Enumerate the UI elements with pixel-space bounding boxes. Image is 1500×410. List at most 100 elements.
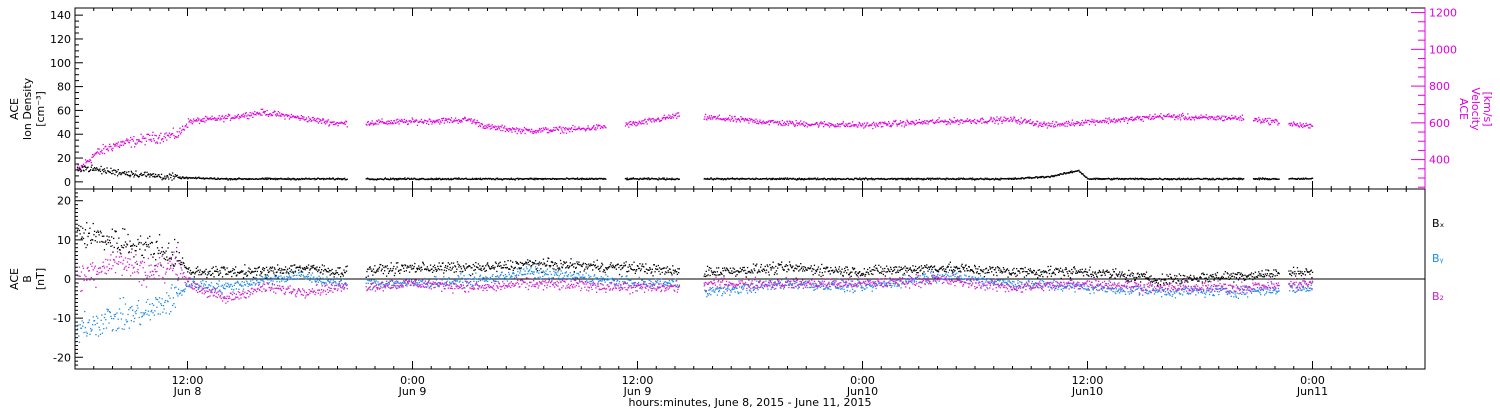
data-point-by — [1023, 283, 1026, 286]
data-point-by — [592, 284, 594, 286]
data-point-velocity — [1048, 122, 1050, 124]
data-point-velocity — [703, 118, 705, 120]
data-point-by — [302, 271, 304, 273]
data-point-velocity — [1192, 117, 1194, 119]
data-point-density — [138, 175, 140, 178]
data-point-density — [550, 178, 552, 180]
data-point-by — [370, 279, 373, 281]
data-point-density — [779, 177, 781, 179]
data-point-velocity — [1094, 124, 1096, 126]
data-point-density — [763, 178, 765, 180]
data-point-velocity — [1260, 122, 1262, 124]
data-point-by — [665, 284, 667, 286]
data-point-density — [1307, 178, 1309, 180]
data-point-by — [845, 283, 847, 285]
data-point-density — [1084, 175, 1086, 177]
data-point-density — [582, 178, 585, 180]
data-point-by — [607, 279, 610, 281]
data-point-velocity — [300, 117, 302, 120]
data-point-density — [1182, 178, 1184, 181]
data-point-density — [830, 178, 832, 180]
data-point-density — [397, 177, 400, 180]
data-point-density — [899, 177, 902, 180]
data-point-velocity — [1119, 121, 1121, 123]
data-point-density — [602, 178, 604, 180]
data-point-density — [115, 171, 117, 173]
data-point-velocity — [116, 145, 118, 147]
data-point-by — [405, 284, 407, 286]
data-point-density — [338, 178, 340, 180]
data-point-density — [234, 178, 236, 181]
data-point-velocity — [459, 119, 461, 122]
data-point-density — [487, 178, 489, 180]
data-point-by — [511, 276, 513, 278]
data-point-velocity — [744, 117, 747, 120]
data-point-by — [520, 268, 522, 270]
data-point-velocity — [638, 123, 640, 125]
data-point-by — [1004, 281, 1007, 284]
data-point-density — [1098, 177, 1100, 180]
data-point-density — [816, 178, 818, 180]
data-point-by — [947, 274, 949, 276]
data-point-velocity — [435, 121, 437, 123]
data-point-velocity — [248, 118, 250, 120]
data-point-by — [1080, 284, 1083, 286]
data-point-velocity — [626, 124, 629, 126]
data-point-velocity — [756, 122, 758, 125]
data-point-by — [260, 275, 262, 277]
data-point-density — [400, 178, 402, 180]
data-point-density — [380, 178, 382, 180]
data-point-by — [203, 283, 205, 285]
data-point-by — [534, 277, 536, 279]
data-point-velocity — [321, 122, 323, 124]
data-point-density — [678, 178, 680, 181]
data-point-by — [1016, 285, 1018, 287]
data-point-velocity — [712, 116, 715, 118]
data-point-velocity — [930, 119, 932, 122]
data-point-by — [710, 287, 713, 290]
data-point-by — [103, 316, 106, 319]
data-point-velocity — [1232, 118, 1234, 120]
data-point-velocity — [746, 118, 749, 120]
data-point-velocity — [814, 123, 816, 125]
data-point-by — [286, 279, 289, 281]
data-point-velocity — [201, 120, 203, 122]
data-point-by — [1038, 284, 1041, 286]
data-point-by — [572, 277, 574, 279]
data-point-density — [1157, 178, 1159, 180]
data-point-velocity — [1027, 121, 1029, 123]
data-point-by — [390, 279, 392, 281]
data-point-velocity — [833, 125, 835, 127]
data-point-density — [824, 178, 826, 180]
data-point-density — [420, 178, 422, 180]
data-point-velocity — [500, 129, 502, 132]
data-point-density — [1255, 178, 1257, 180]
data-point-density — [930, 179, 932, 181]
data-point-by — [998, 284, 1000, 287]
data-point-by — [950, 275, 952, 277]
data-point-velocity — [170, 133, 172, 135]
data-point-velocity — [1204, 116, 1206, 118]
data-point-density — [265, 178, 267, 180]
data-point-velocity — [344, 123, 346, 125]
data-point-density — [1181, 178, 1183, 180]
data-point-density — [1145, 178, 1148, 180]
data-point-density — [1217, 178, 1219, 180]
data-point-by — [452, 281, 454, 283]
data-point-density — [214, 177, 216, 179]
data-point-velocity — [206, 116, 208, 118]
data-point-by — [276, 280, 278, 283]
data-point-by — [779, 281, 781, 283]
data-point-by — [606, 279, 608, 281]
data-point-density — [935, 178, 937, 180]
data-point-density — [144, 171, 146, 173]
data-point-density — [547, 178, 549, 180]
data-point-density — [512, 178, 514, 180]
data-point-density — [1136, 177, 1138, 180]
data-point-by — [492, 274, 494, 276]
data-point-by — [283, 276, 285, 278]
data-point-by — [935, 276, 937, 278]
data-point-velocity — [160, 139, 163, 141]
data-point-by — [728, 288, 730, 290]
data-point-density — [956, 178, 958, 180]
